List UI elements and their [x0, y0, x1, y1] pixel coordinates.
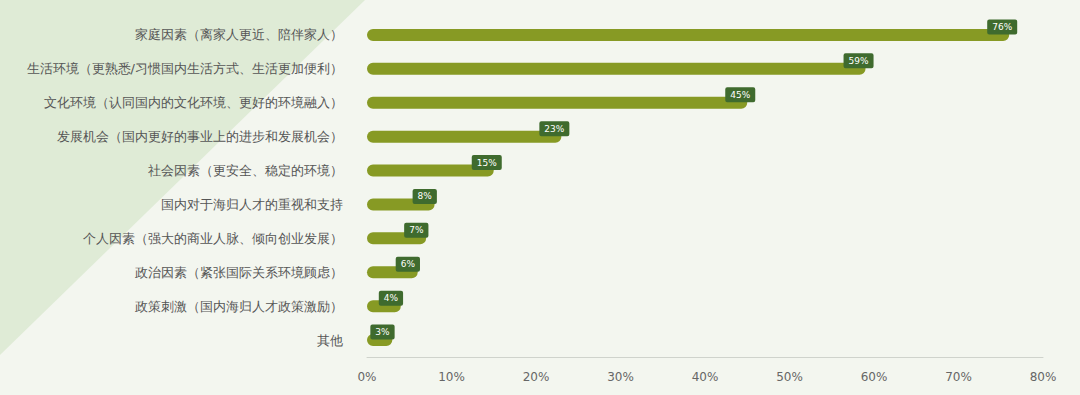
svg-text:发展机会（国内更好的事业上的进步和发展机会）: 发展机会（国内更好的事业上的进步和发展机会）: [57, 129, 343, 144]
svg-text:3%: 3%: [375, 327, 390, 337]
svg-text:45%: 45%: [730, 90, 750, 100]
svg-text:政策刺激（国内海归人才政策激励）: 政策刺激（国内海归人才政策激励）: [135, 299, 343, 314]
svg-text:30%: 30%: [607, 370, 634, 384]
svg-text:其他: 其他: [317, 333, 343, 348]
svg-text:国内对于海归人才的重视和支持: 国内对于海归人才的重视和支持: [161, 197, 343, 212]
svg-text:8%: 8%: [418, 191, 433, 201]
svg-text:政治因素（紧张国际关系环境顾虑）: 政治因素（紧张国际关系环境顾虑）: [135, 265, 343, 280]
svg-text:23%: 23%: [544, 124, 564, 134]
svg-text:家庭因素（离家人更近、陪伴家人）: 家庭因素（离家人更近、陪伴家人）: [135, 27, 343, 42]
svg-text:6%: 6%: [401, 259, 416, 269]
svg-text:50%: 50%: [776, 370, 803, 384]
svg-text:70%: 70%: [945, 370, 972, 384]
svg-text:文化环境（认同国内的文化环境、更好的环境融入）: 文化环境（认同国内的文化环境、更好的环境融入）: [44, 95, 343, 110]
svg-text:0%: 0%: [357, 370, 376, 384]
svg-text:4%: 4%: [384, 293, 399, 303]
svg-text:生活环境（更熟悉/习惯国内生活方式、生活更加便利）: 生活环境（更熟悉/习惯国内生活方式、生活更加便利）: [27, 61, 343, 76]
svg-text:20%: 20%: [523, 370, 550, 384]
svg-text:80%: 80%: [1030, 370, 1057, 384]
svg-text:60%: 60%: [861, 370, 888, 384]
svg-text:7%: 7%: [409, 225, 424, 235]
svg-text:社会因素（更安全、稳定的环境）: 社会因素（更安全、稳定的环境）: [148, 163, 343, 178]
svg-text:59%: 59%: [849, 56, 869, 66]
svg-text:10%: 10%: [438, 370, 465, 384]
svg-text:15%: 15%: [477, 158, 497, 168]
svg-text:40%: 40%: [692, 370, 719, 384]
svg-text:个人因素（强大的商业人脉、倾向创业发展）: 个人因素（强大的商业人脉、倾向创业发展）: [83, 231, 343, 246]
svg-text:76%: 76%: [992, 22, 1012, 32]
